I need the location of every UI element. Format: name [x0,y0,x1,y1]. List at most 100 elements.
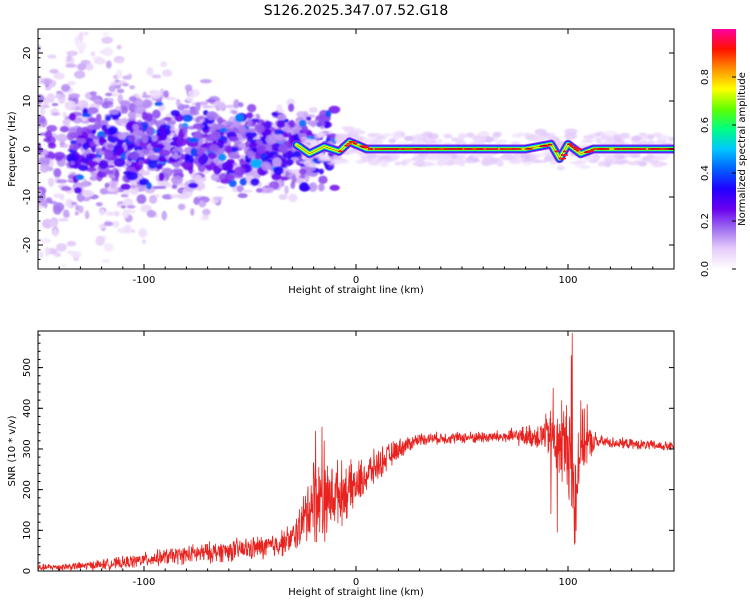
spectrogram-cell [575,159,588,164]
spectrogram-cell [394,161,402,166]
spectrogram-cell [189,109,197,116]
spectrogram-cell [44,246,50,257]
snr-ytick-label: 0 [22,568,33,574]
spectrogram-cell [177,203,186,211]
spectrogram-cell [379,160,389,168]
spectrogram-cell [119,105,129,114]
spectrogram-cell [66,54,72,62]
spectrogram-cell [73,187,82,194]
spectrogram-cell [157,156,167,163]
spectrogram-cell [341,126,355,131]
spectrogram-cell [288,103,295,112]
spectrogram-cell [303,160,315,167]
spectrogram-cell [102,259,110,264]
spectrogram-cell [70,250,82,259]
spectrogram-cell [142,99,152,109]
spectrogram-cell [122,83,130,87]
spectrogram-cell [228,179,237,188]
spectrogram-ylabel: Frequency (Hz) [7,111,18,187]
spectrogram-cell [246,104,257,113]
spectrogram-cell [130,183,136,189]
spectrogram-cell [495,160,504,168]
spectrogram-cell [89,141,96,147]
colorbar-ticks: 0.0 0.2 0.4 0.6 0.8 [700,69,736,277]
spectrogram-cell [98,135,105,146]
spectrogram-cell [277,113,287,121]
spectrogram-cell [147,159,158,169]
spectrogram-cell [233,166,246,176]
spectrogram-cell [422,131,431,137]
snr-xlabel: Height of straight line (km) [288,587,424,598]
spectrogram-cell [180,161,192,168]
spectrogram-cell [83,178,88,188]
spectrogram-cell [141,133,149,144]
spectrogram-cell [65,63,77,68]
spectrogram-cell [459,159,466,167]
spectrogram-cell [276,120,285,129]
spectrogram-cell [39,238,51,244]
spectrogram-cell [228,136,239,142]
spectrogram-cell [647,159,660,164]
spectrogram-cell [318,168,324,175]
snr-xtick-label: 100 [558,577,577,588]
spectrogram-cell [298,119,307,127]
spectrogram-cell [105,92,113,97]
spectrogram-cell [53,168,62,178]
spectrogram-cell [234,113,244,123]
spectrogram-cell [76,41,87,51]
spectrogram-cell [224,174,234,180]
spectrogram-cell [54,252,62,258]
spectrogram-cell [193,174,203,184]
spectrogram-cell [55,243,68,252]
spectrogram-cell [105,60,112,69]
spectrogram-cell [56,133,68,143]
spectrogram-cell [308,182,318,192]
spectrogram-cell [343,129,355,133]
spectrogram-cell [598,161,605,167]
snr-series-line [38,332,674,571]
spectrogram-cell [140,204,152,213]
spectrogram-cell [157,185,167,189]
spectrogram-cell [388,138,397,144]
spectrogram-cell [217,101,226,111]
spectrogram-cell [306,116,312,121]
spectrogram-cell [405,158,413,163]
spectrogram-cell [589,133,598,138]
spectrogram-cell [444,161,453,166]
spectrogram-cell [652,132,663,138]
spectrogram-cell [38,251,44,259]
spectrogram-cell [190,208,195,216]
spectrogram-cell [51,112,61,116]
snr-ytick-label: 300 [22,439,33,458]
spectrogram-cell [517,131,525,137]
spectrogram-cell [274,130,285,135]
spectrogram-cell [317,121,326,127]
spectrogram-cell [113,210,120,217]
spectrogram-cell [127,111,138,119]
spectrogram-cell [524,136,534,140]
spectrogram-cell [171,169,184,174]
spectrogram-cell [220,179,232,184]
spectrogram-cell [295,177,304,184]
spectrogram-cell [273,166,284,175]
spectrogram-cell [158,172,165,182]
spectrogram-cell [256,145,267,154]
spectrogram-cell [153,147,160,153]
spectrogram-cell [263,120,272,129]
spectrogram-cell [82,31,89,36]
spectrogram-cell [98,224,106,229]
spectrogram-cell [89,91,97,96]
spectrogram-cell [298,168,307,175]
spectrogram-cell [411,155,426,162]
spectrogram-cell [217,116,224,124]
spectrogram-cell [163,116,173,121]
spectrogram-cell [233,99,240,109]
spectrogram-cell [621,133,631,140]
spectrogram-cell [472,158,481,163]
spectrogram-cell [368,133,376,139]
spectrogram-cell [412,161,423,165]
spectrogram-cell [116,69,123,79]
spectrogram-cell [59,125,70,133]
